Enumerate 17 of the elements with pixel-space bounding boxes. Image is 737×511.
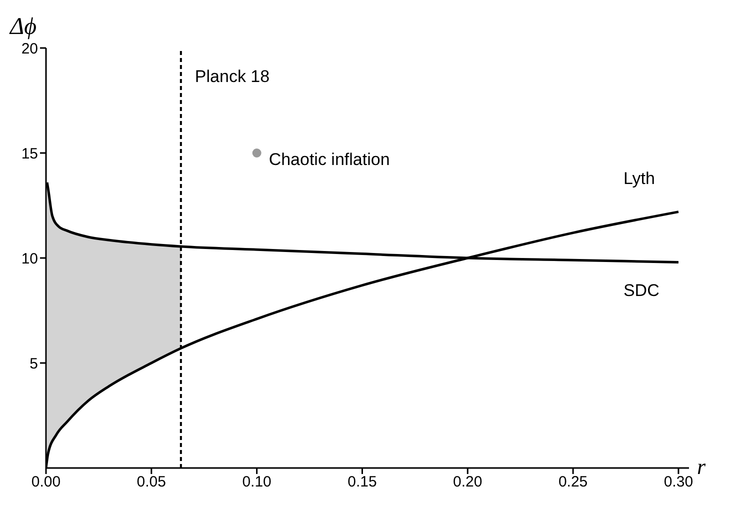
x-tick-label: 0.10 [242,474,272,491]
x-axis-title: r [697,454,706,479]
x-tick-label: 0.25 [558,474,588,491]
ref-line-label: Planck 18 [194,67,270,86]
series-label: Lyth [623,168,655,188]
y-tick-label: 5 [30,355,38,372]
y-tick-label: 10 [21,250,38,268]
x-tick-label: 0.20 [453,474,482,491]
x-tick-label: 0.15 [348,474,377,491]
y-tick-label: 20 [21,40,38,58]
series-label: Chaotic inflation [268,150,390,169]
y-axis-title: Δϕ [9,14,37,40]
series-label: SDC [623,281,660,300]
x-tick-label: 0.30 [664,474,694,491]
x-tick-label: 0.00 [31,474,61,491]
x-tick-label: 0.05 [136,474,166,491]
y-tick-label: 15 [21,145,38,162]
